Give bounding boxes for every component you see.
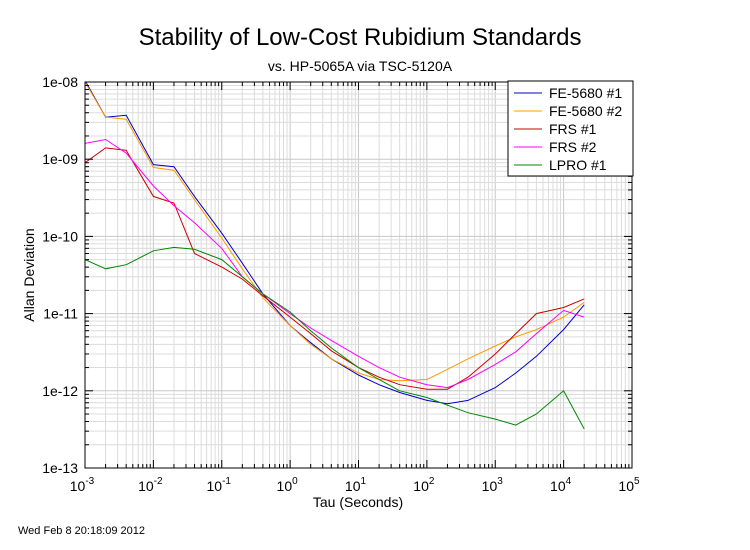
series-line-fe-5680-2: [85, 82, 585, 382]
series-line-frs-2: [85, 138, 585, 389]
x-tick-label: 100: [277, 476, 299, 494]
x-tick-label: 104: [550, 476, 572, 494]
series-layer: [85, 82, 585, 430]
x-tick-labels: 10-3 10-2 10-1 100 101 102 103 104 105: [70, 476, 640, 494]
y-tick-label: 1e-08: [42, 74, 78, 90]
y-tick-label: 1e-09: [42, 151, 78, 167]
x-tick-label: 10-1: [207, 476, 232, 494]
x-axis-title: Tau (Seconds): [313, 494, 403, 510]
y-tick-label: 1e-10: [42, 228, 78, 244]
x-tick-label: 10-2: [138, 476, 163, 494]
legend-label: LPRO #1: [549, 157, 607, 173]
y-tick-label: 1e-12: [42, 383, 78, 399]
x-tick-label: 10-3: [70, 476, 95, 494]
y-tick-label: 1e-11: [43, 306, 78, 322]
series-line-frs-1: [85, 147, 585, 390]
x-tick-label: 101: [345, 476, 367, 494]
chart-title: Stability of Low-Cost Rubidium Standards: [138, 24, 582, 51]
legend: FE-5680 #1 FE-5680 #2 FRS #1 FRS #2 LPRO #1: [507, 80, 634, 177]
x-tick-label: 105: [618, 476, 640, 494]
legend-label: FRS #1: [549, 121, 597, 137]
timestamp: Wed Feb 8 20:18:09 2012: [18, 525, 146, 537]
legend-label: FE-5680 #2: [549, 103, 622, 119]
legend-label: FE-5680 #1: [549, 85, 622, 101]
y-axis-title: Allan Deviation: [21, 228, 37, 321]
x-tick-label: 102: [413, 476, 435, 494]
y-tick-labels: 1e-08 1e-09 1e-10 1e-11 1e-12 1e-13: [42, 74, 78, 476]
x-tick-label: 103: [482, 476, 504, 494]
chart-subtitle: vs. HP-5065A via TSC-5120A: [267, 58, 453, 74]
y-tick-label: 1e-13: [42, 460, 78, 476]
legend-label: FRS #2: [549, 139, 597, 155]
series-line-lpro-1: [85, 246, 585, 430]
